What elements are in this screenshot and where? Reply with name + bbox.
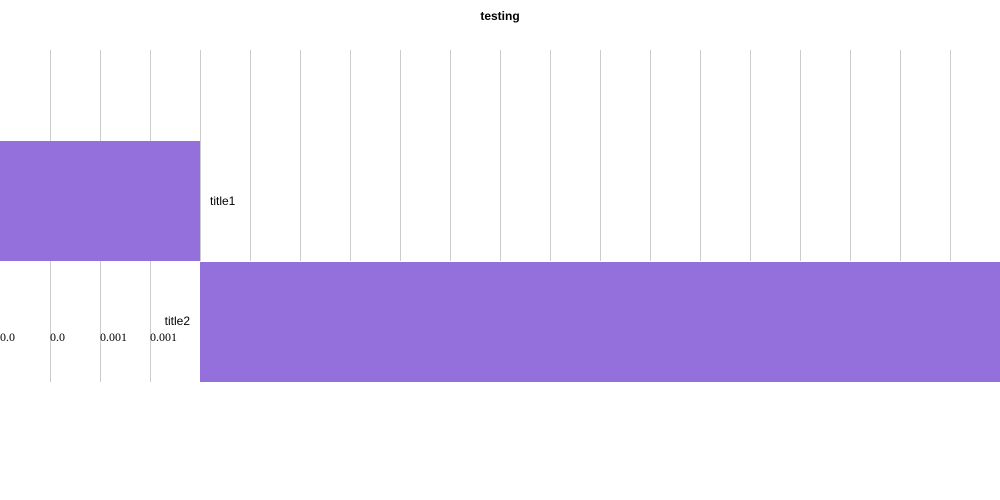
- x-tick-label: 0.001: [150, 330, 177, 344]
- x-tick-labels: 0.0 0.0 0.001 0.001: [0, 330, 177, 344]
- x-tick-label: 0.0: [50, 330, 65, 344]
- category-label: title2: [165, 314, 191, 328]
- bar-title1: [0, 141, 200, 261]
- x-tick-label: 0.0: [0, 330, 15, 344]
- bar-title2: [200, 262, 1000, 382]
- category-labels: title1 title2: [165, 194, 236, 328]
- x-tick-label: 0.001: [100, 330, 127, 344]
- gridlines: [50, 50, 951, 382]
- bars: [0, 141, 1000, 382]
- category-label: title1: [210, 194, 236, 208]
- chart-title: testing: [480, 9, 519, 23]
